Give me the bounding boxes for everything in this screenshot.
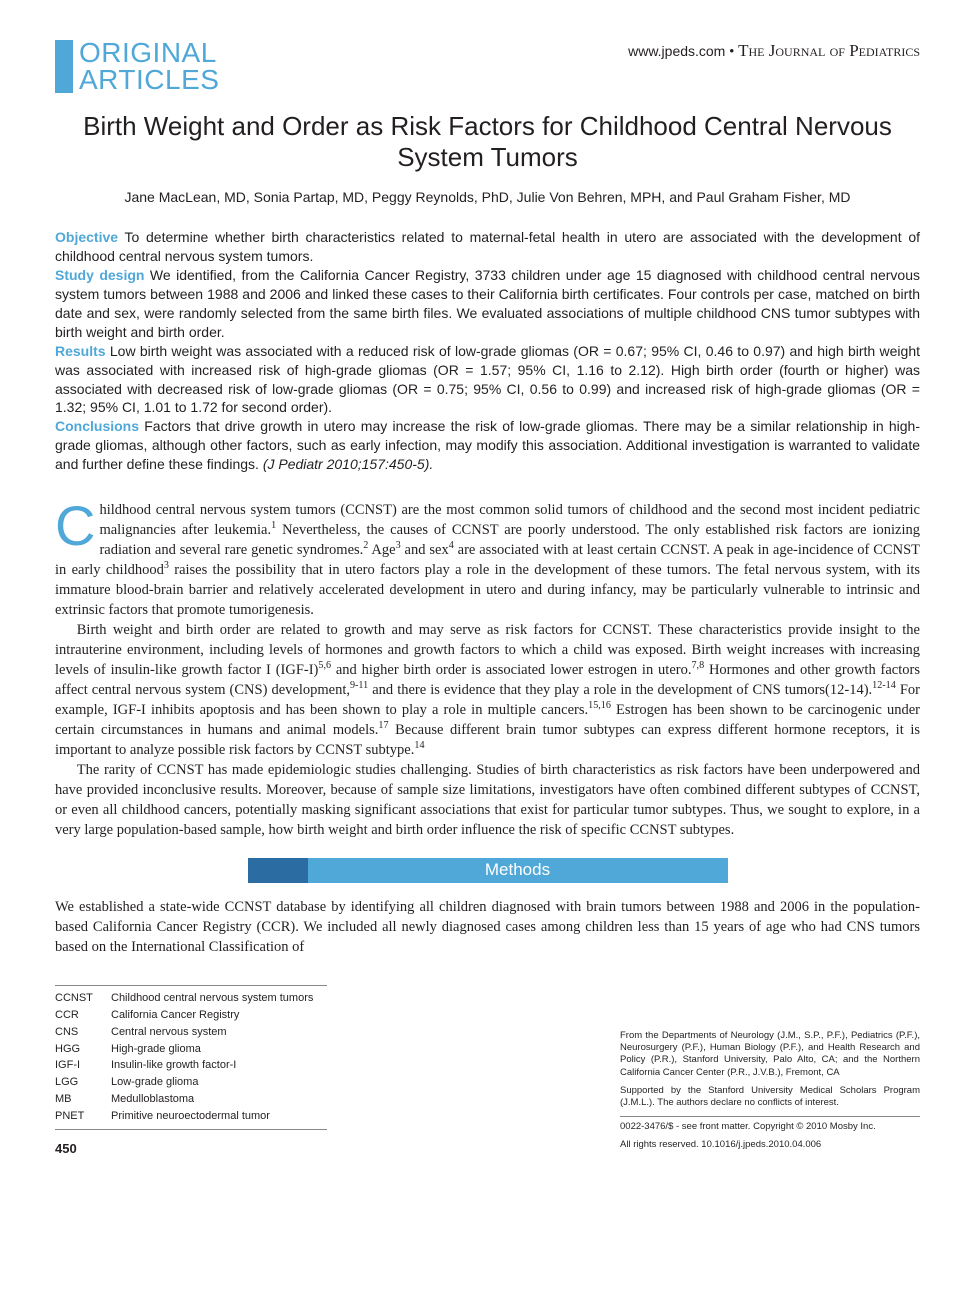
page: ORIGINAL ARTICLES www.jpeds.com • The Jo… <box>0 0 975 1187</box>
article-title: Birth Weight and Order as Risk Factors f… <box>55 111 920 173</box>
journal-name: The Journal of Pediatrics <box>738 41 920 60</box>
study-design-label: Study design <box>55 267 144 283</box>
abbrev-key: HGG <box>55 1041 111 1058</box>
heading-label: Methods <box>308 858 728 883</box>
abstract: Objective To determine whether birth cha… <box>55 228 920 474</box>
methods-heading: Methods <box>55 858 920 883</box>
journal-header: www.jpeds.com • The Journal of Pediatric… <box>628 40 920 63</box>
abbrev-key: CCR <box>55 1007 111 1024</box>
table-row: LGGLow-grade glioma <box>55 1074 327 1091</box>
page-number: 450 <box>55 1140 327 1158</box>
abbrev-key: IGF-I <box>55 1057 111 1074</box>
table-row: PNETPrimitive neuroectodermal tumor <box>55 1108 327 1125</box>
conclusions-text: Factors that drive growth in utero may i… <box>55 418 920 472</box>
paragraph-3: The rarity of CCNST has made epidemiolog… <box>55 760 920 840</box>
table-row: CNSCentral nervous system <box>55 1024 327 1041</box>
paragraph-1: Childhood central nervous system tumors … <box>55 500 920 620</box>
methods-body: We established a state-wide CCNST databa… <box>55 897 920 957</box>
affil-p2: Supported by the Stanford University Med… <box>620 1085 920 1110</box>
dropcap: C <box>55 500 99 548</box>
abbrev-key: MB <box>55 1091 111 1108</box>
abbrev-key: CCNST <box>55 990 111 1007</box>
badge-text: ORIGINAL ARTICLES <box>79 40 219 93</box>
affil-p1: From the Departments of Neurology (J.M.,… <box>620 1030 920 1079</box>
ref: 14 <box>414 740 424 751</box>
table-row: IGF-IInsulin-like growth factor-I <box>55 1057 327 1074</box>
study-design-text: We identified, from the California Cance… <box>55 267 920 340</box>
affiliations: From the Departments of Neurology (J.M.,… <box>620 1030 920 1158</box>
abbrev-key: PNET <box>55 1108 111 1125</box>
ref: 12-14 <box>872 680 896 691</box>
paragraph-2: Birth weight and birth order are related… <box>55 620 920 760</box>
table-row: MBMedulloblastoma <box>55 1091 327 1108</box>
body-text: Childhood central nervous system tumors … <box>55 500 920 840</box>
heading-accent-bar <box>248 858 308 883</box>
results-text: Low birth weight was associated with a r… <box>55 343 920 416</box>
ref: 5,6 <box>318 660 331 671</box>
badge-bar <box>55 40 73 93</box>
citation: (J Pediatr 2010;157:450-5). <box>263 456 433 472</box>
page-header: ORIGINAL ARTICLES www.jpeds.com • The Jo… <box>55 40 920 93</box>
table-row: HGGHigh-grade glioma <box>55 1041 327 1058</box>
ref: 17 <box>378 720 388 731</box>
abbrev-value: Childhood central nervous system tumors <box>111 990 327 1007</box>
abbrev-value: High-grade glioma <box>111 1041 327 1058</box>
section-badge: ORIGINAL ARTICLES <box>55 40 219 93</box>
abbrev-value: Central nervous system <box>111 1024 327 1041</box>
objective-text: To determine whether birth characteristi… <box>55 229 920 264</box>
table-row: CCRCalifornia Cancer Registry <box>55 1007 327 1024</box>
table-row: CCNSTChildhood central nervous system tu… <box>55 990 327 1007</box>
journal-url: www.jpeds.com <box>628 43 725 59</box>
page-footer: CCNSTChildhood central nervous system tu… <box>55 985 920 1157</box>
ref: 9-11 <box>350 680 368 691</box>
affil-p3: 0022-3476/$ - see front matter. Copyrigh… <box>620 1121 920 1133</box>
abbrev-value: Insulin-like growth factor-I <box>111 1057 327 1074</box>
badge-line2: ARTICLES <box>79 67 219 94</box>
objective-label: Objective <box>55 229 118 245</box>
abbrev-value: California Cancer Registry <box>111 1007 327 1024</box>
ref: 15,16 <box>588 700 611 711</box>
abbrev-value: Primitive neuroectodermal tumor <box>111 1108 327 1125</box>
methods-p1: We established a state-wide CCNST databa… <box>55 897 920 957</box>
badge-line1: ORIGINAL <box>79 40 219 67</box>
conclusions-label: Conclusions <box>55 418 139 434</box>
footer-left: CCNSTChildhood central nervous system tu… <box>55 985 327 1157</box>
abbrev-value: Low-grade glioma <box>111 1074 327 1091</box>
divider <box>620 1116 920 1117</box>
affil-p4: All rights reserved. 10.1016/j.jpeds.201… <box>620 1139 920 1151</box>
author-line: Jane MacLean, MD, Sonia Partap, MD, Pegg… <box>55 188 920 207</box>
abbrev-key: LGG <box>55 1074 111 1091</box>
abbrev-key: CNS <box>55 1024 111 1041</box>
abbreviations-table: CCNSTChildhood central nervous system tu… <box>55 985 327 1130</box>
abbrev-value: Medulloblastoma <box>111 1091 327 1108</box>
journal-sep: • <box>725 44 738 60</box>
ref: 7,8 <box>691 660 704 671</box>
results-label: Results <box>55 343 106 359</box>
